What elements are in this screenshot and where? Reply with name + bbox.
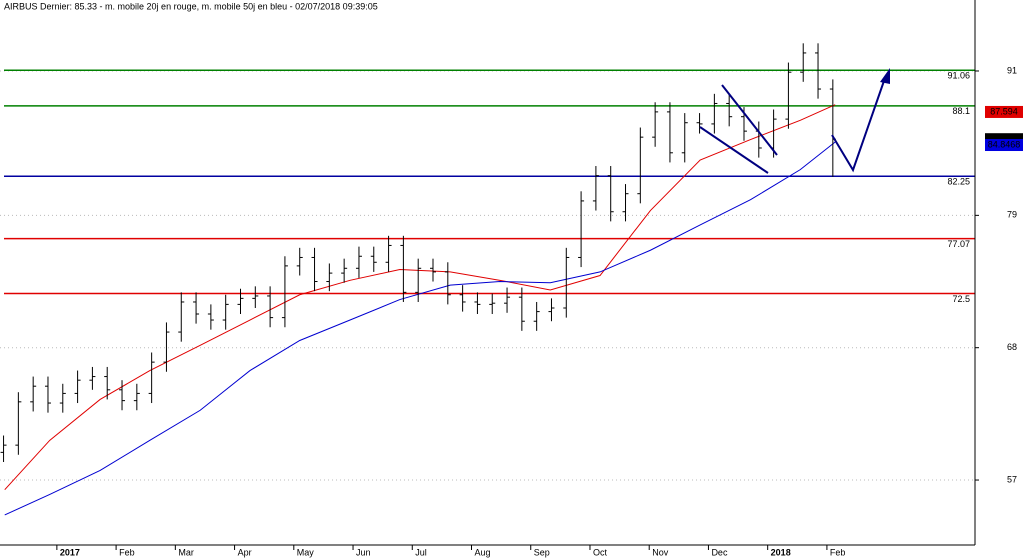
x-tick-label: Dec [711,547,728,557]
arrow-head [880,68,890,84]
x-tick-label: Apr [238,547,252,557]
level-label: 77.07 [947,239,970,249]
x-tick-label: 2018 [771,547,791,557]
level-label: 88.1 [952,106,970,116]
level-label: 82.25 [947,177,970,187]
y-tick-label: 79 [1007,210,1017,220]
x-tick-label: May [297,547,315,557]
chart-title: AIRBUS Dernier: 85.33 - m. mobile 20j en… [4,1,378,11]
y-tick-label: 57 [1007,474,1017,484]
x-tick-label: Jun [356,547,371,557]
y-tick-label: 91 [1007,65,1017,75]
levels: 91.06 88.1 82.25 77.07 72.5 [4,69,975,304]
x-tick-label: Mar [178,547,194,557]
x-tick-label: Oct [593,547,608,557]
x-tick-label: Feb [830,547,846,557]
moving-average [4,141,836,516]
x-tick-label: Aug [475,547,491,557]
x-tick-label: Jul [415,547,427,557]
projection-arrow [831,77,886,173]
trend-line [699,126,769,174]
moving-average [4,104,836,490]
x-tick-label: Nov [652,547,669,557]
x-tick-label: Sep [534,547,550,557]
price-label: 84.8468 [988,139,1021,149]
y-tick-label: 68 [1007,342,1017,352]
x-tick-label: Feb [119,547,135,557]
drawn-annotations [699,68,890,174]
moving-averages [4,104,836,516]
price-box [985,105,1023,118]
trend-line [721,84,778,156]
level-label: 91.06 [947,71,970,81]
price-label: 85.33 [993,134,1016,144]
price-box [985,139,1023,152]
axis-labels: 57 68 79 91 2017 Feb Mar Apr May Jun Jul Aug Sep Oct N… [56,65,1023,557]
ohlc-bars [0,43,836,462]
level-label: 72.5 [952,294,970,304]
x-tick-label: 2017 [60,547,80,557]
price-label: 87.594 [990,106,1018,116]
